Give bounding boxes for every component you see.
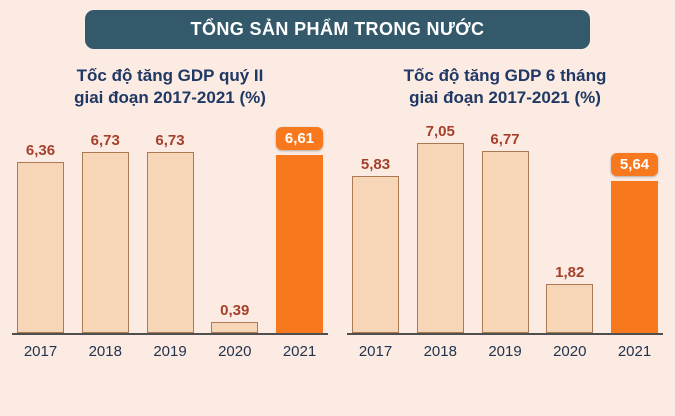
x-tick-2018: 2018: [88, 343, 122, 361]
chart-gdp-6thang: Tốc độ tăng GDP 6 tháng giai đoạn 2017-2…: [347, 65, 663, 360]
x-tick-2020: 2020: [553, 343, 587, 361]
bar-column-2017: 5,83: [352, 156, 399, 334]
bar-column-2019: 6,73: [146, 132, 194, 334]
bar-2019: [481, 151, 529, 334]
bar-2020: [211, 322, 259, 334]
x-tick-2019: 2019: [153, 343, 187, 361]
chart-title: Tốc độ tăng GDP 6 tháng giai đoạn 2017-2…: [347, 65, 663, 109]
value-badge: 5,64: [610, 153, 659, 177]
bar-column-2018: 7,05: [416, 123, 464, 334]
bar-2017: [352, 176, 399, 334]
bar-column-2020: 0,39: [211, 302, 259, 334]
bar-column-2021: 5,64: [610, 153, 659, 334]
value-label: 6,36: [25, 142, 56, 160]
bar-2021: [276, 155, 323, 334]
value-label: 6,73: [90, 132, 120, 150]
chart-title-line1: Tốc độ tăng GDP quý II: [76, 66, 264, 85]
x-tick-2019: 2019: [488, 343, 522, 361]
x-tick-2017: 2017: [358, 343, 393, 361]
page-title: TỔNG SẢN PHẨM TRONG NƯỚC: [190, 19, 485, 39]
charts-row: Tốc độ tăng GDP quý II giai đoạn 2017-20…: [0, 65, 675, 360]
chart-title: Tốc độ tăng GDP quý II giai đoạn 2017-20…: [12, 65, 328, 109]
bar-column-2019: 6,77: [481, 131, 529, 334]
bar-column-2017: 6,36: [17, 142, 64, 334]
x-tick-2017: 2017: [23, 343, 58, 361]
value-badge: 6,61: [275, 127, 324, 151]
bar-2017: [17, 162, 64, 334]
plot-area: 5,83 7,05 6,77 1,82 5,64: [347, 119, 663, 336]
chart-title-line2: giai đoạn 2017-2021 (%): [409, 88, 601, 108]
value-label: 1,82: [555, 264, 585, 282]
bar-2020: [546, 284, 594, 334]
bar-column-2020: 1,82: [546, 264, 594, 334]
value-label: 5,83: [360, 156, 391, 174]
chart-title-line2: giai đoạn 2017-2021 (%): [74, 88, 266, 108]
x-tick-2021: 2021: [617, 343, 652, 361]
value-label: 0,39: [220, 302, 250, 320]
x-tick-2021: 2021: [282, 343, 317, 361]
bar-2018: [81, 152, 129, 334]
value-label: 6,73: [155, 132, 185, 150]
x-axis: 2017 2018 2019 2020 2021: [12, 343, 328, 360]
bar-column-2021: 6,61: [275, 127, 324, 334]
page-title-banner: TỔNG SẢN PHẨM TRONG NƯỚC: [85, 10, 590, 49]
bar-2021: [611, 181, 658, 334]
bar-column-2018: 6,73: [81, 132, 129, 334]
bar-2018: [416, 143, 464, 334]
value-label: 6,77: [490, 131, 520, 149]
x-tick-2018: 2018: [423, 343, 457, 361]
chart-gdp-q2: Tốc độ tăng GDP quý II giai đoạn 2017-20…: [12, 65, 328, 360]
value-label: 7,05: [425, 123, 455, 141]
x-tick-2020: 2020: [218, 343, 252, 361]
bar-2019: [146, 152, 194, 334]
chart-title-line1: Tốc độ tăng GDP 6 tháng: [403, 66, 607, 85]
plot-area: 6,36 6,73 6,73 0,39 6,61: [12, 119, 328, 336]
x-axis: 2017 2018 2019 2020 2021: [347, 343, 663, 360]
